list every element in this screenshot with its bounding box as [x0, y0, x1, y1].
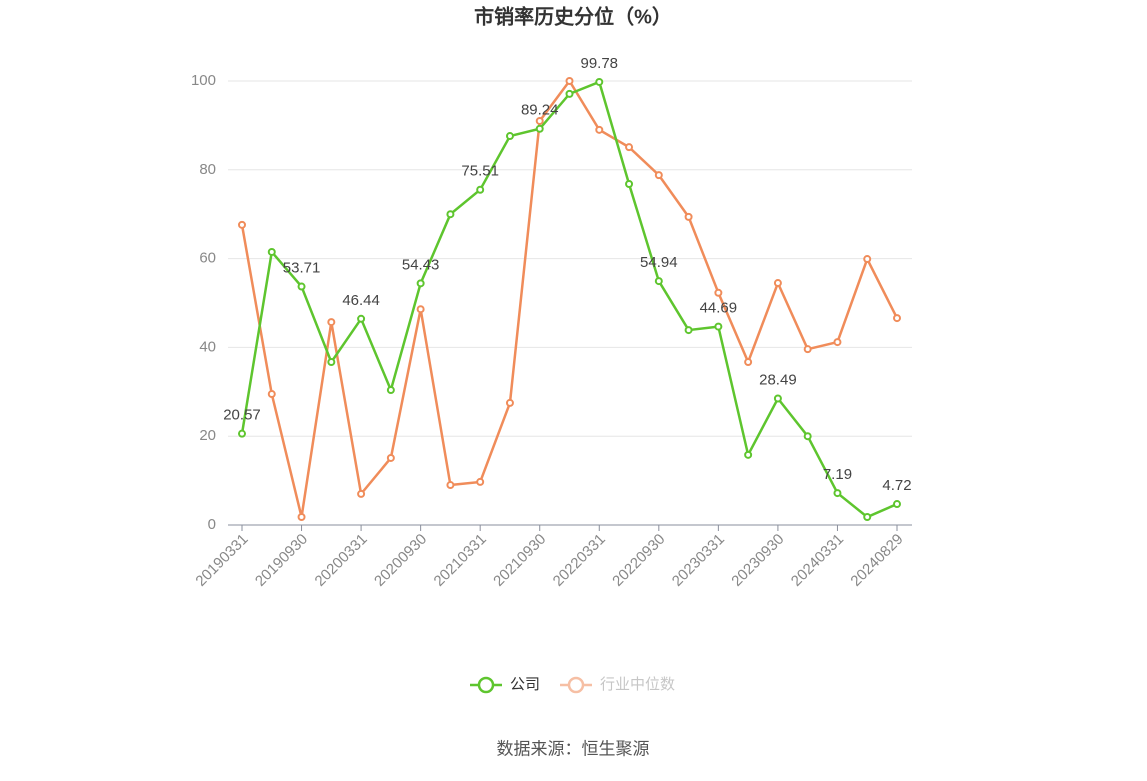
x-tick-label: 20230930: [728, 531, 787, 590]
point: [863, 513, 872, 522]
series-line: [240, 80, 898, 519]
point: [297, 282, 306, 291]
point: [654, 171, 663, 180]
y-tick-label: 80: [199, 161, 216, 178]
x-tick-label: 20220930: [609, 531, 668, 590]
point: [238, 220, 246, 229]
point: [446, 481, 455, 490]
x-tick-label: 20230331: [669, 531, 728, 590]
point: [625, 180, 634, 189]
x-tick-label: 20190930: [252, 531, 311, 590]
x-tick-label: 20240331: [788, 531, 847, 590]
point: [833, 489, 842, 498]
point: [684, 212, 693, 221]
point: [773, 279, 782, 288]
x-tick-label: 20200930: [371, 531, 430, 590]
point: [833, 338, 842, 347]
point: [238, 429, 246, 438]
x-tick-label: 20210331: [431, 531, 490, 590]
data-label: 7.19: [823, 466, 852, 483]
y-tick-label: 100: [191, 72, 216, 89]
point: [863, 255, 872, 264]
point: [595, 77, 604, 86]
point: [893, 314, 901, 323]
y-tick-label: 60: [199, 250, 216, 267]
series-line: [240, 78, 899, 518]
point: [357, 489, 366, 498]
point: [505, 132, 514, 141]
point: [565, 77, 574, 85]
x-tick-label: 20220331: [550, 531, 609, 590]
point: [744, 450, 753, 459]
point: [565, 89, 574, 98]
legend-item[interactable]: 公司: [470, 676, 540, 694]
y-tick-label: 40: [199, 338, 216, 355]
point: [744, 358, 753, 367]
legend-symbol: [477, 676, 495, 694]
x-tick-label: 20190331: [192, 531, 251, 590]
point: [386, 453, 395, 462]
y-tick-label: 20: [199, 427, 216, 444]
point: [267, 390, 276, 399]
point: [535, 124, 544, 133]
point: [714, 288, 723, 297]
point: [416, 305, 425, 314]
data-label: 4.72: [882, 477, 911, 494]
legend-label: 公司: [510, 676, 540, 693]
legend-symbol: [567, 676, 585, 694]
point: [327, 318, 336, 327]
point: [357, 314, 366, 323]
x-tick-label: 20200331: [312, 531, 371, 590]
data-label: 46.44: [342, 292, 380, 309]
x-tick-label: 20240829: [847, 531, 906, 590]
point: [535, 116, 544, 125]
data-label: 53.71: [283, 259, 321, 276]
point: [654, 277, 663, 286]
point: [446, 210, 455, 219]
point: [416, 279, 425, 288]
point: [327, 358, 336, 367]
data-label: 89.24: [521, 102, 559, 119]
chart-title: 市销率历史分位（%）: [474, 4, 672, 28]
legend-label: 行业中位数: [600, 676, 675, 693]
point: [297, 513, 306, 522]
legend-item[interactable]: 行业中位数: [560, 676, 675, 694]
point: [773, 394, 782, 403]
data-label: 54.94: [640, 254, 678, 271]
point: [267, 247, 276, 256]
point: [386, 386, 395, 395]
point: [803, 345, 812, 354]
data-label: 99.78: [580, 55, 618, 72]
point: [625, 143, 634, 152]
source: 数据来源：恒生聚源: [497, 739, 650, 758]
x-tick-label: 20210930: [490, 531, 549, 590]
point: [505, 398, 514, 407]
point: [684, 326, 693, 335]
data-label: 20.57: [223, 407, 261, 424]
point: [476, 477, 485, 486]
data-label: 54.43: [402, 256, 440, 273]
point: [803, 432, 812, 441]
point: [476, 185, 485, 194]
point: [595, 125, 604, 134]
point: [893, 500, 901, 509]
y-tick-label: 0: [208, 516, 216, 533]
data-label: 28.49: [759, 371, 797, 388]
point: [714, 322, 723, 331]
data-label: 75.51: [461, 163, 499, 180]
data-label: 44.69: [700, 300, 738, 317]
